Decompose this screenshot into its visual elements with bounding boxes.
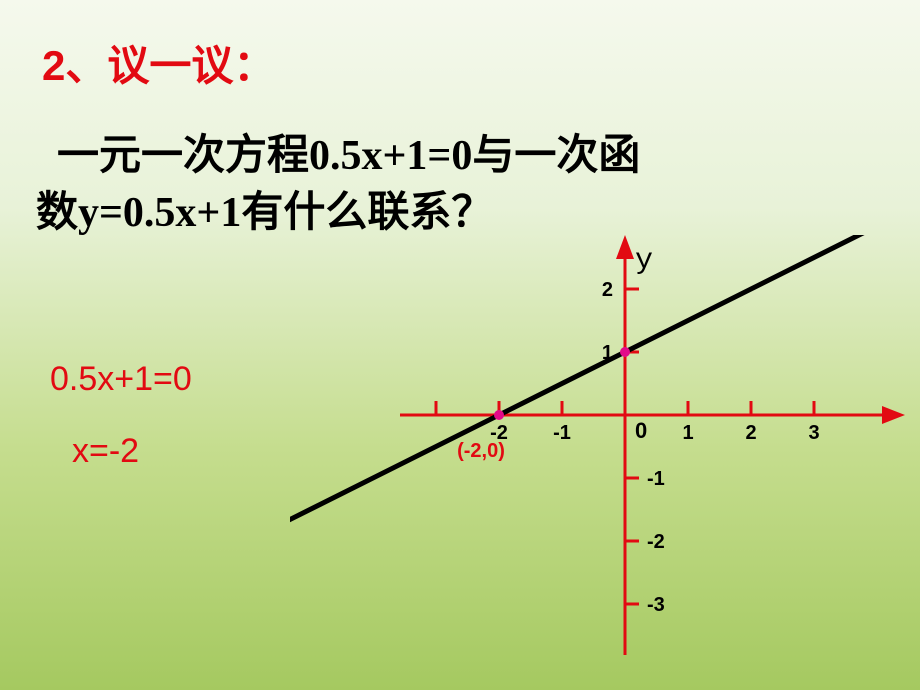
question-text: 一元一次方程0.5x+1=0与一次函 数y=0.5x+1有什么联系？ — [36, 128, 890, 241]
coordinate-chart: -2-1123 -3-2-1123 0 y (-2,0) — [290, 235, 910, 675]
section-heading: 2、议一议： — [42, 32, 275, 93]
svg-text:3: 3 — [808, 422, 819, 444]
svg-text:1: 1 — [682, 422, 693, 444]
y-axis-arrow-icon — [616, 235, 634, 259]
body-line-2: 数y=0.5x+1有什么联系？ — [36, 190, 493, 236]
svg-text:-1: -1 — [647, 468, 665, 490]
svg-text:-3: -3 — [647, 594, 665, 616]
equation-original: 0.5x+1=0 — [50, 360, 192, 399]
svg-text:-1: -1 — [553, 422, 571, 444]
y-ticks: -3-2-1123 — [602, 235, 665, 616]
svg-text:(-2,0): (-2,0) — [457, 440, 505, 462]
x-ticks: -2-1123 — [436, 401, 820, 444]
y-axis-label: y — [635, 244, 653, 278]
svg-text:2: 2 — [602, 279, 613, 301]
svg-text:3: 3 — [602, 235, 613, 238]
svg-text:2: 2 — [745, 422, 756, 444]
svg-text:-2: -2 — [647, 531, 665, 553]
function-line — [290, 235, 890, 525]
equation-solution: x=-2 — [72, 432, 139, 471]
x-axis-arrow-icon — [882, 406, 905, 424]
origin-label: 0 — [635, 418, 647, 443]
chart-svg: -2-1123 -3-2-1123 0 y (-2,0) — [290, 235, 910, 675]
body-line-1: 一元一次方程0.5x+1=0与一次函 — [36, 133, 640, 179]
